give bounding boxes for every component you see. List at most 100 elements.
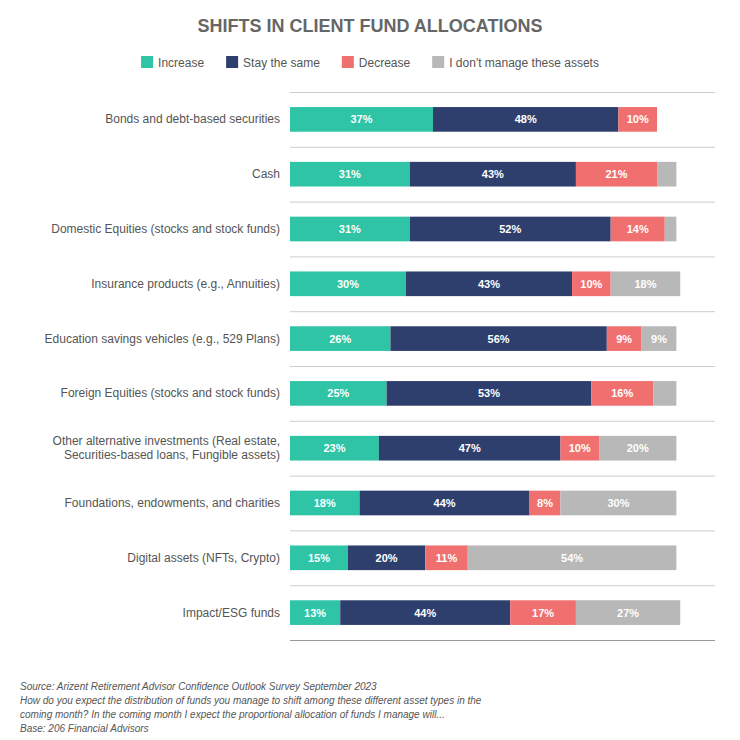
data-label: 9% [616,333,632,345]
y-tick-label: Cash [252,167,280,181]
data-label: 18% [634,278,656,290]
data-label: 15% [308,552,330,564]
data-label: 30% [337,278,359,290]
bar-segment [348,545,425,570]
bar-segment [290,381,387,406]
legend-item: Decrease [342,56,411,70]
source-note: Source: Arizent Retirement Advisor Confi… [20,681,482,734]
bar-segment [390,326,606,351]
data-label: 31% [339,168,361,180]
row-separator [290,92,715,93]
separators [290,93,715,586]
y-tick-label-line: Impact/ESG funds [183,606,280,620]
row-separator [290,530,715,531]
y-tick-label-line: Education savings vehicles (e.g., 529 Pl… [45,332,280,346]
legend-label: Increase [158,56,204,70]
bar-segment [642,326,677,351]
bar-segment [290,217,410,242]
bar-segment [576,162,657,187]
bar-segment [572,271,611,296]
bar-segment [611,271,681,296]
data-label: 30% [607,497,629,509]
bars [290,107,680,625]
data-label: 56% [488,333,510,345]
bar-segment [410,217,611,242]
y-tick-label: Insurance products (e.g., Annuities) [91,277,280,291]
legend-label: Stay the same [243,56,320,70]
title: SHIFTS IN CLIENT FUND ALLOCATIONS [198,16,543,36]
bar-segment [560,491,676,516]
data-label: 20% [376,552,398,564]
data-label: 21% [605,168,627,180]
data-label: 16% [611,387,633,399]
bar-segment [433,107,618,132]
row-separator [290,585,715,586]
row-separator [290,311,715,312]
y-tick-label: Foundations, endowments, and charities [65,496,280,510]
bar-segment [530,491,561,516]
y-tick-label: Education savings vehicles (e.g., 529 Pl… [45,332,280,346]
data-label: 23% [323,442,345,454]
data-label: 10% [569,442,591,454]
legend-item: I don't manage these assets [432,56,599,70]
y-tick-label-line: Securities-based loans, Fungible assets) [64,448,280,462]
y-tick-label: Foreign Equities (stocks and stock funds… [61,386,280,400]
bar-segment [290,162,410,187]
data-label: 9% [651,333,667,345]
row-separator [290,421,715,422]
legend: Increase Stay the same Decrease I don't man… [141,56,599,70]
bar-segment [611,217,665,242]
bar-segment [360,491,530,516]
bar-segment [618,107,657,132]
bar-segment [576,600,680,625]
x-axis-line [290,640,715,641]
data-label: 52% [499,223,521,235]
bar-segment [657,107,658,132]
data-label: 43% [478,278,500,290]
bar-segment [425,545,468,570]
data-label: 54% [561,552,583,564]
source-note-line: How do you expect the distribution of fu… [20,695,482,706]
data-label: 48% [515,113,537,125]
data-labels: 37%48%10%31%43%21%31%52%14%30%43%10%18%2… [304,113,667,618]
data-label: 11% [436,552,458,564]
y-tick-label: Other alternative investments (Real esta… [53,434,280,462]
source-note-line: Base: 206 Financial Advisors [20,723,149,734]
y-tick-label-line: Domestic Equities (stocks and stock fund… [51,222,280,236]
data-label: 47% [459,442,481,454]
data-label: 43% [482,168,504,180]
data-label: 20% [627,442,649,454]
background [0,0,740,740]
bar-segment [653,381,676,406]
bar-segment [379,436,561,461]
bar-segment [290,271,406,296]
data-label: 8% [537,497,553,509]
data-label: 14% [627,223,649,235]
bar-segment [591,381,653,406]
y-tick-label-line: Foundations, endowments, and charities [65,496,280,510]
data-label: 26% [329,333,351,345]
y-tick-label-line: Other alternative investments (Real esta… [53,434,280,448]
y-tick-label: Bonds and debt-based securities [105,112,280,126]
legend-swatch [432,56,444,68]
data-label: 53% [478,387,500,399]
bar-segment [290,326,390,351]
y-tick-label-line: Insurance products (e.g., Annuities) [91,277,280,291]
legend-swatch [226,56,238,68]
bar-segment [290,107,433,132]
data-label: 44% [434,497,456,509]
row-separator [290,202,715,203]
legend-swatch [141,56,153,68]
bar-segment [510,600,576,625]
bar-segment [468,545,677,570]
y-tick-label-line: Cash [252,167,280,181]
bar-segment [290,436,379,461]
legend-label: Decrease [359,56,411,70]
source-note-line: coming month? In the coming month I expe… [20,709,445,720]
source-note-line: Source: Arizent Retirement Advisor Confi… [20,681,377,692]
chart: SHIFTS IN CLIENT FUND ALLOCATIONS Increas… [0,0,740,740]
data-label: 37% [350,113,372,125]
bar-segment [560,436,599,461]
data-label: 18% [314,497,336,509]
bar-segment [607,326,642,351]
